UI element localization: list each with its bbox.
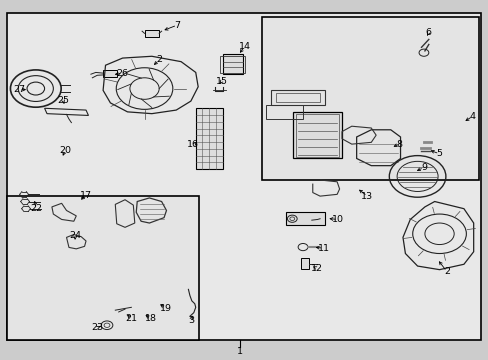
Text: 23: 23	[91, 323, 103, 332]
Text: 7: 7	[174, 21, 180, 30]
Text: 19: 19	[159, 303, 171, 312]
Bar	[144, 30, 159, 37]
Text: 16: 16	[187, 140, 199, 149]
Text: 17: 17	[80, 191, 92, 200]
Text: 2: 2	[156, 55, 162, 64]
Bar	[223, 54, 242, 74]
Text: 3: 3	[187, 316, 194, 325]
Text: 4: 4	[469, 112, 475, 121]
Text: 18: 18	[144, 314, 157, 323]
Text: 21: 21	[125, 314, 137, 323]
Bar	[271, 90, 325, 105]
Text: 24: 24	[69, 231, 81, 240]
Bar	[220, 56, 245, 73]
Bar	[266, 105, 303, 119]
Bar	[300, 258, 309, 269]
Text: 13: 13	[361, 192, 373, 201]
Text: 27: 27	[13, 85, 25, 94]
Text: 26: 26	[116, 69, 128, 78]
Text: 20: 20	[59, 146, 71, 155]
Bar	[285, 212, 325, 225]
Bar	[103, 69, 117, 77]
Text: 6: 6	[425, 28, 431, 37]
Text: 11: 11	[317, 244, 329, 253]
Text: 14: 14	[238, 42, 250, 51]
Text: 5: 5	[436, 149, 442, 158]
Text: 25: 25	[57, 96, 69, 105]
Bar	[6, 196, 199, 339]
Bar	[195, 108, 222, 169]
Text: 9: 9	[420, 163, 426, 172]
Text: 8: 8	[396, 140, 402, 149]
Text: 2: 2	[443, 267, 449, 276]
Text: 22: 22	[30, 204, 42, 213]
Text: 10: 10	[331, 215, 344, 224]
Bar	[293, 112, 341, 158]
Text: 1: 1	[236, 347, 242, 356]
Bar	[295, 114, 338, 157]
Bar	[261, 17, 478, 180]
Text: 15: 15	[215, 77, 227, 86]
Bar	[276, 93, 320, 102]
Text: 12: 12	[310, 264, 322, 273]
